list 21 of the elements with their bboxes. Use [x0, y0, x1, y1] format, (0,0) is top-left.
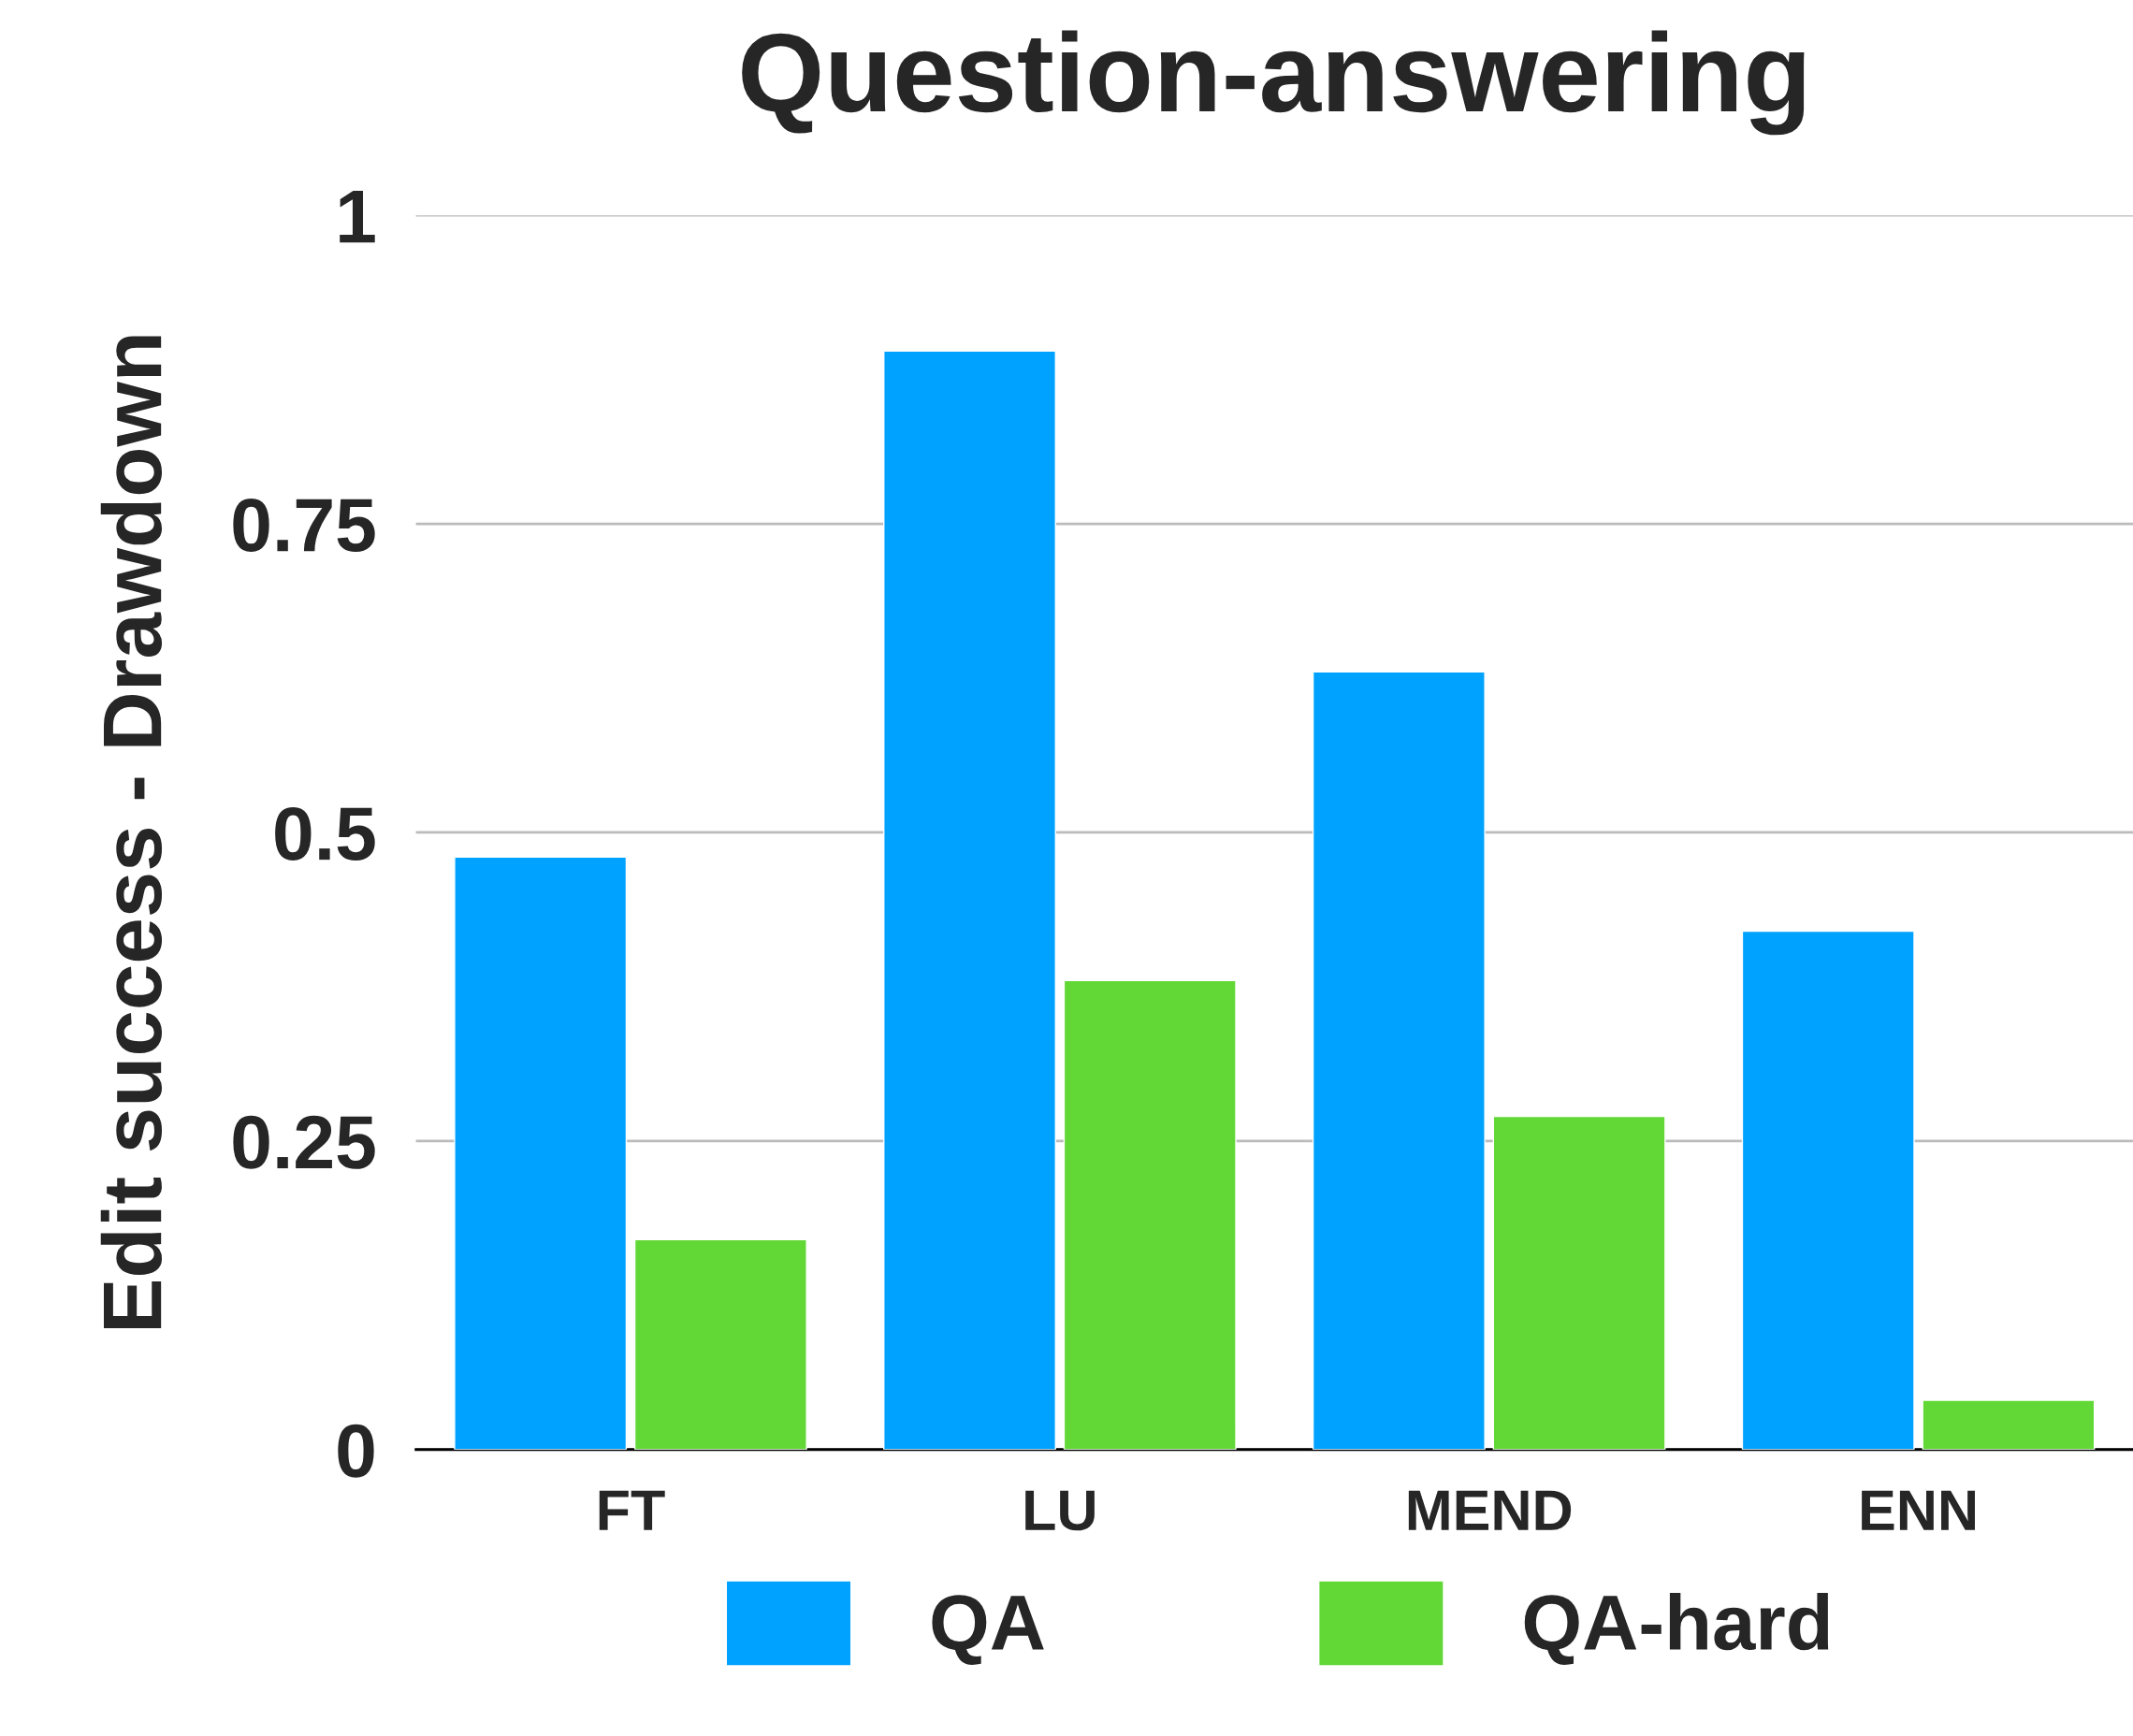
- x-tick-label: FT: [599, 1490, 665, 1530]
- bar: [1312, 671, 1486, 1450]
- bar: [1492, 1115, 1666, 1450]
- bar: [633, 1238, 807, 1450]
- y-tick-label: 1: [340, 190, 375, 243]
- chart-title: Question-answering: [742, 30, 1805, 136]
- y-tick-label: 0.75: [233, 498, 375, 553]
- y-tick-label: 0: [338, 1424, 374, 1478]
- x-tick-label: LU: [1025, 1490, 1095, 1531]
- y-tick-label: 0.5: [275, 806, 375, 861]
- bar: [1063, 979, 1237, 1450]
- y-tick-label: 0.25: [233, 1115, 375, 1169]
- x-tick-label: MEND: [1408, 1490, 1572, 1530]
- legend-label: QA: [932, 1595, 1044, 1665]
- legend-label: QA-hard: [1524, 1593, 1829, 1665]
- x-tick-label: ENN: [1862, 1490, 1975, 1530]
- bar: [883, 350, 1056, 1450]
- bar: [1922, 1399, 2096, 1450]
- y-axis-title: Edit success - Drawdown: [100, 336, 163, 1328]
- bar: [454, 856, 628, 1450]
- bar: [1741, 930, 1915, 1450]
